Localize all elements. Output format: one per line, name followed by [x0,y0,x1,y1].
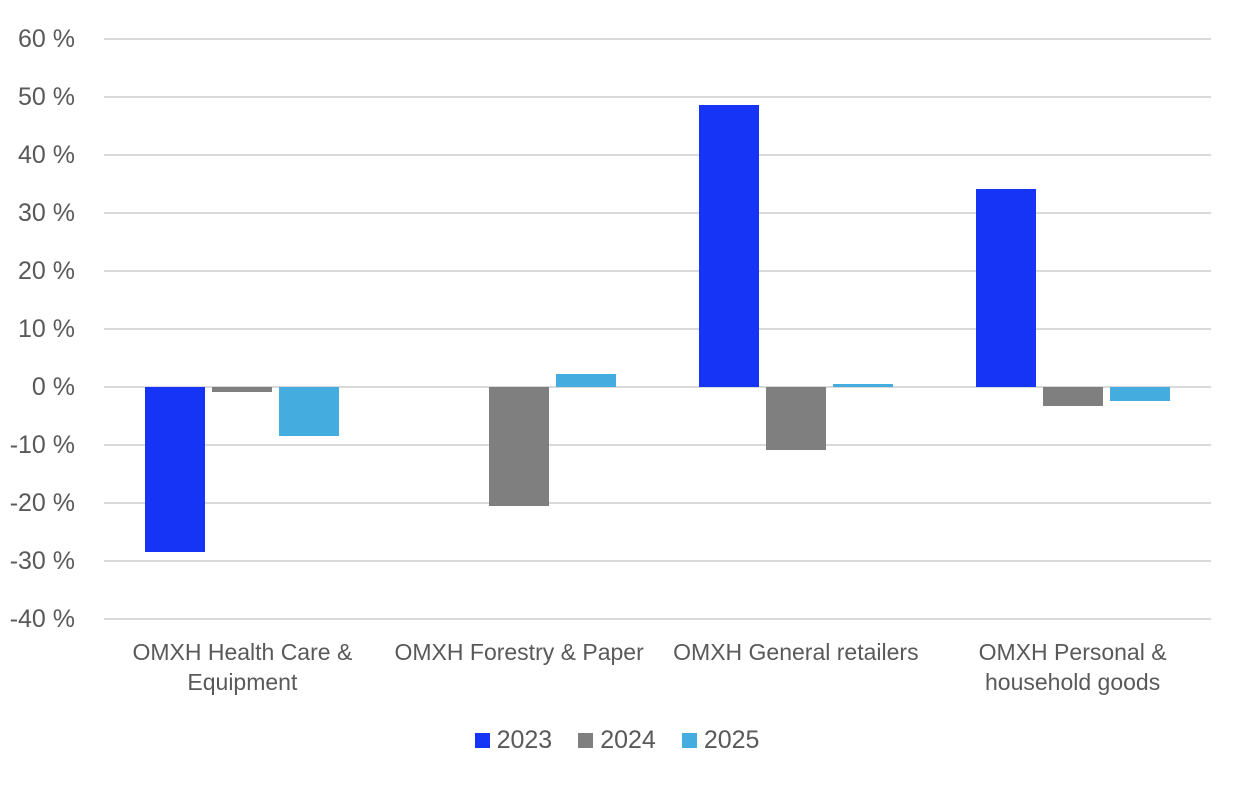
legend: 2023 2024 2025 [0,728,1234,753]
legend-label: 2023 [496,726,553,754]
bar-2024-category-4 [1042,387,1103,406]
x-category-label-line: OMXH Personal & [978,639,1167,665]
gridline [104,38,1211,40]
x-category-label-line: household goods [985,669,1161,695]
y-tick-label: 60 % [18,25,75,53]
gridline [104,154,1211,156]
bar-2024-category-1 [212,387,273,392]
gridline [104,502,1211,504]
gridline [104,212,1211,214]
x-category-label: OMXH Health Care & Equipment [82,637,402,697]
bar-2025-category-1 [279,387,340,436]
bar-2024-category-2 [489,387,550,506]
gridline [104,386,1211,388]
gridline [104,270,1211,272]
legend-swatch-icon [681,733,697,748]
x-category-label-line: OMXH Forestry & Paper [394,639,644,665]
legend-item-2024: 2024 [578,728,656,753]
y-tick-label: 50 % [18,83,75,111]
x-category-label: OMXH General retailers [636,637,956,667]
legend-item-2025: 2025 [681,726,760,754]
legend-swatch-icon [578,733,594,748]
legend-label: 2025 [703,726,760,754]
bar-2025-category-4 [1109,387,1170,401]
y-tick-label: 0 % [31,373,75,401]
bar-2025-category-3 [832,384,893,387]
y-tick-label: 20 % [18,257,75,285]
gridline [104,618,1211,620]
x-category-label: OMXH Forestry & Paper [359,637,679,667]
y-tick-label: 40 % [18,141,75,169]
legend-swatch-icon [474,733,490,748]
y-tick-label: -10 % [9,431,75,459]
bar-2023-category-4 [975,189,1036,387]
y-tick-label: -20 % [9,489,75,517]
bar-2025-category-2 [556,373,617,387]
bar-2023-category-3 [698,104,759,387]
bar-2024-category-3 [765,387,826,451]
x-category-label: OMXH Personal & household goods [913,637,1233,697]
x-category-label-line: OMXH Health Care & [132,639,353,665]
gridline [104,560,1211,562]
gridline [104,328,1211,330]
x-category-label-line: Equipment [187,669,298,695]
x-category-label-line: OMXH General retailers [673,639,919,665]
bar-2023-category-1 [145,387,206,553]
y-tick-label: 30 % [18,199,75,227]
y-tick-label: -30 % [9,547,75,575]
y-tick-label: -40 % [9,605,75,633]
y-tick-label: 10 % [18,315,75,343]
gridline [104,96,1211,98]
legend-item-2023: 2023 [474,726,553,754]
gridline [104,444,1211,446]
legend-label: 2024 [600,726,656,754]
